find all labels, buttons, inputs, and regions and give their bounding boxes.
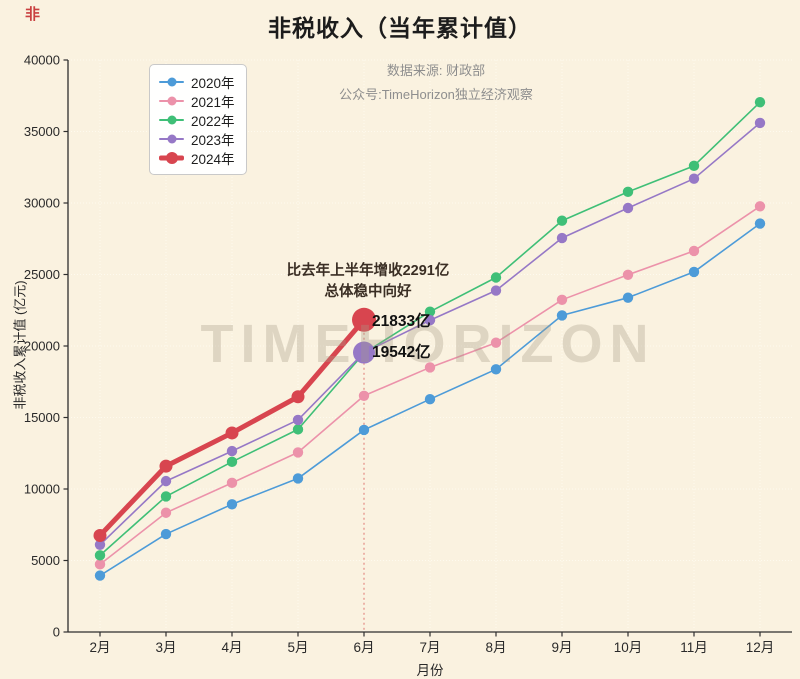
data-point-2024年-3月 xyxy=(159,459,173,473)
data-point-2023年-5月 xyxy=(292,414,304,426)
x-tick-label: 10月 xyxy=(614,640,643,655)
y-tick-label: 0 xyxy=(53,625,60,640)
x-tick-label: 9月 xyxy=(551,640,572,655)
data-source-line1: 数据来源: 财政部 xyxy=(386,63,486,78)
x-tick-label: 6月 xyxy=(353,640,374,655)
data-point-2020年-6月 xyxy=(358,424,370,436)
data-point-2023年-6月 xyxy=(353,341,375,364)
data-point-2022年-11月 xyxy=(688,160,700,172)
y-tick-label: 40000 xyxy=(24,53,60,68)
legend-marker xyxy=(159,131,184,146)
data-point-2023年-12月 xyxy=(754,117,766,129)
legend-item-2021年: 2021年 xyxy=(159,91,235,110)
data-source-line2: 公众号:TimeHorizon独立经济观察 xyxy=(339,87,533,102)
corner-logo: 非 xyxy=(25,6,41,23)
data-point-2023年-11月 xyxy=(688,173,700,184)
data-point-2024年-4月 xyxy=(225,426,239,440)
legend-marker xyxy=(159,150,184,165)
annotation-line2: 总体稳中向好 xyxy=(324,284,412,300)
data-point-2021年-12月 xyxy=(754,201,766,212)
data-point-2020年-11月 xyxy=(688,266,700,278)
y-tick-label: 25000 xyxy=(24,267,60,282)
y-tick-label: 10000 xyxy=(24,482,60,497)
legend: 2020年 2021年 2022年 2023年 2024年 xyxy=(149,64,247,175)
annotation: 比去年上半年增收2291亿 总体稳中向好 xyxy=(287,261,450,303)
data-point-2021年-10月 xyxy=(622,269,634,280)
data-point-2021年-2月 xyxy=(94,559,106,570)
data-point-2021年-3月 xyxy=(160,507,172,518)
x-tick-label: 2月 xyxy=(89,640,110,655)
data-point-2023年-8月 xyxy=(490,285,502,296)
data-point-2023年-4月 xyxy=(226,445,238,457)
y-tick-label: 30000 xyxy=(24,196,60,211)
data-point-2020年-10月 xyxy=(622,292,634,303)
data-point-2022年-7月 xyxy=(424,306,436,317)
data-point-2020年-5月 xyxy=(292,473,304,484)
annotation-line1: 比去年上半年增收2291亿 xyxy=(286,263,450,279)
data-point-2024年-2月 xyxy=(93,528,107,542)
point-label-2024-jun: 21833亿 xyxy=(372,313,431,330)
y-tick-label: 15000 xyxy=(24,410,60,425)
data-point-2024年-6月 xyxy=(352,307,376,332)
legend-label: 2021年 xyxy=(191,94,235,110)
data-point-2023年-3月 xyxy=(160,475,172,487)
y-tick-label: 5000 xyxy=(31,553,60,568)
point-label-2023-jun: 19542亿 xyxy=(372,344,431,361)
legend-marker xyxy=(159,93,184,108)
chart-title: 非税收入（当年累计值） xyxy=(268,15,532,41)
y-axis-title: 非税收入累计值 (亿元) xyxy=(12,280,28,410)
data-point-2021年-5月 xyxy=(292,447,304,458)
x-tick-label: 5月 xyxy=(287,640,308,655)
legend-label: 2020年 xyxy=(191,75,235,91)
y-tick-label: 35000 xyxy=(24,124,60,139)
legend-label: 2022年 xyxy=(191,113,235,129)
data-point-2022年-8月 xyxy=(490,272,502,283)
legend-marker xyxy=(159,112,184,127)
data-point-2024年-5月 xyxy=(291,390,305,404)
legend-item-2020年: 2020年 xyxy=(159,72,235,91)
x-tick-label: 7月 xyxy=(419,640,440,655)
data-point-2020年-8月 xyxy=(490,364,502,375)
data-point-2021年-8月 xyxy=(490,337,502,348)
data-point-2022年-9月 xyxy=(556,215,568,226)
data-point-2020年-4月 xyxy=(226,499,238,510)
data-point-2023年-7月 xyxy=(424,315,436,326)
data-point-2021年-6月 xyxy=(358,390,370,401)
data-point-2023年-10月 xyxy=(622,202,634,214)
legend-item-2024年: 2024年 xyxy=(159,148,235,167)
legend-item-2022年: 2022年 xyxy=(159,110,235,129)
x-tick-label: 3月 xyxy=(155,640,176,655)
x-axis-title: 月份 xyxy=(416,663,444,678)
data-source: 数据来源: 财政部 公众号:TimeHorizon独立经济观察 xyxy=(339,59,533,107)
data-point-2020年-9月 xyxy=(556,310,568,321)
legend-marker xyxy=(159,74,184,89)
data-point-2021年-4月 xyxy=(226,477,238,489)
data-point-2020年-2月 xyxy=(94,570,106,581)
x-tick-label: 8月 xyxy=(485,640,506,655)
legend-label: 2023年 xyxy=(191,132,235,148)
data-point-2021年-9月 xyxy=(556,294,568,306)
x-tick-label: 11月 xyxy=(680,640,708,655)
data-point-2023年-9月 xyxy=(556,232,568,244)
data-point-2020年-12月 xyxy=(754,218,766,229)
y-tick-label: 20000 xyxy=(24,339,60,354)
data-point-2022年-12月 xyxy=(754,96,766,108)
data-point-2022年-10月 xyxy=(622,186,634,198)
data-point-2022年-5月 xyxy=(292,424,304,435)
data-point-2021年-11月 xyxy=(688,245,700,257)
data-point-2020年-7月 xyxy=(424,393,436,405)
data-point-2020年-3月 xyxy=(160,528,172,540)
data-point-2022年-2月 xyxy=(94,550,106,561)
x-tick-label: 12月 xyxy=(746,640,775,655)
data-point-2021年-7月 xyxy=(424,362,436,373)
data-point-2022年-3月 xyxy=(160,491,172,502)
x-tick-label: 4月 xyxy=(221,640,242,655)
data-point-2023年-2月 xyxy=(94,539,106,550)
legend-label: 2024年 xyxy=(191,151,235,167)
legend-item-2023年: 2023年 xyxy=(159,129,235,148)
data-point-2022年-4月 xyxy=(226,456,238,468)
